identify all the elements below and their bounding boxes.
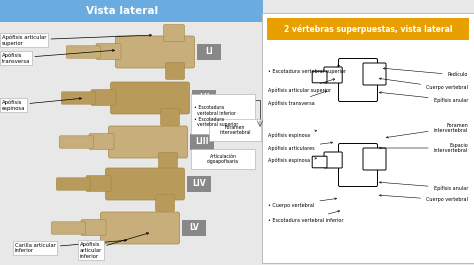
Text: LII: LII — [199, 94, 210, 103]
Text: Apófisis articular
superior: Apófisis articular superior — [2, 34, 152, 46]
Text: Espacio
intervertebral: Espacio intervertebral — [379, 143, 468, 153]
Text: Apófisis espinosa: Apófisis espinosa — [268, 157, 317, 163]
FancyBboxPatch shape — [312, 71, 327, 83]
Bar — [188, 176, 211, 192]
Text: • Escotadura vertebral superior: • Escotadura vertebral superior — [268, 65, 346, 74]
FancyBboxPatch shape — [363, 63, 386, 85]
Bar — [0, 0, 245, 22]
Text: Foramen
intervertebral: Foramen intervertebral — [219, 125, 251, 135]
Text: LIV: LIV — [193, 179, 206, 188]
Text: LV: LV — [190, 223, 200, 232]
FancyBboxPatch shape — [59, 136, 94, 148]
Text: LI: LI — [206, 47, 213, 56]
FancyBboxPatch shape — [262, 13, 474, 263]
FancyBboxPatch shape — [158, 152, 177, 170]
Text: Articulación
cigoapofisaria: Articulación cigoapofisaria — [207, 154, 239, 164]
FancyBboxPatch shape — [106, 168, 184, 200]
Bar — [192, 90, 217, 106]
FancyBboxPatch shape — [116, 36, 194, 68]
FancyBboxPatch shape — [209, 119, 261, 141]
FancyBboxPatch shape — [338, 59, 377, 101]
Bar — [0, 22, 245, 265]
FancyBboxPatch shape — [109, 126, 188, 158]
FancyBboxPatch shape — [324, 67, 342, 83]
FancyBboxPatch shape — [164, 24, 184, 42]
FancyBboxPatch shape — [191, 149, 255, 169]
Text: Pedículo: Pedículo — [383, 68, 468, 77]
Bar — [182, 220, 207, 236]
FancyBboxPatch shape — [89, 134, 114, 149]
Text: Vista lateral: Vista lateral — [86, 6, 158, 16]
Text: • Escotadura
  vertebral inferior
• Escotadura
  vertebral superior: • Escotadura vertebral inferior • Escota… — [194, 105, 238, 127]
FancyBboxPatch shape — [155, 195, 174, 211]
FancyBboxPatch shape — [96, 43, 121, 60]
Text: • Escotadura vertebral inferior: • Escotadura vertebral inferior — [268, 210, 344, 223]
FancyBboxPatch shape — [324, 152, 342, 168]
FancyBboxPatch shape — [81, 219, 106, 236]
Bar — [267, 18, 469, 40]
FancyBboxPatch shape — [100, 212, 180, 244]
Text: Apófisis articular superior: Apófisis articular superior — [268, 79, 335, 93]
Text: Apófisis
articular
inferior: Apófisis articular inferior — [80, 233, 148, 259]
FancyBboxPatch shape — [161, 108, 180, 126]
FancyBboxPatch shape — [363, 148, 386, 170]
FancyBboxPatch shape — [66, 46, 100, 58]
FancyBboxPatch shape — [110, 82, 190, 114]
Bar — [245, 0, 263, 22]
FancyBboxPatch shape — [312, 156, 327, 168]
FancyBboxPatch shape — [86, 175, 111, 192]
Text: Apófisis transversa: Apófisis transversa — [268, 91, 327, 106]
Text: Apófisis
espinosa: Apófisis espinosa — [2, 98, 82, 111]
Text: Cuerpo vertebral: Cuerpo vertebral — [379, 195, 468, 202]
Text: Apófisis
transversa: Apófisis transversa — [2, 49, 114, 64]
FancyBboxPatch shape — [51, 222, 86, 234]
Text: Cuerpo vertebral: Cuerpo vertebral — [379, 78, 468, 91]
Text: Epífisis anular: Epífisis anular — [379, 92, 468, 103]
FancyBboxPatch shape — [61, 92, 96, 104]
FancyBboxPatch shape — [338, 144, 377, 187]
Bar — [198, 44, 221, 60]
FancyBboxPatch shape — [56, 178, 91, 190]
Text: 2 vértebras superpuestas, vista lateral: 2 vértebras superpuestas, vista lateral — [284, 24, 452, 34]
Text: Apófisis articulares: Apófisis articulares — [268, 142, 333, 151]
Text: LIII: LIII — [196, 138, 209, 147]
Text: Foramen
intervertebral: Foramen intervertebral — [386, 123, 468, 138]
Bar — [191, 134, 215, 150]
FancyBboxPatch shape — [191, 94, 255, 134]
Text: Apófisis espinosa: Apófisis espinosa — [268, 130, 317, 138]
Text: Epífisis anular: Epífisis anular — [379, 182, 468, 191]
Text: • Cuerpo vertebral: • Cuerpo vertebral — [268, 198, 337, 207]
FancyBboxPatch shape — [91, 90, 116, 105]
FancyBboxPatch shape — [165, 63, 184, 80]
Text: Carilla articular
inferior: Carilla articular inferior — [15, 239, 127, 253]
